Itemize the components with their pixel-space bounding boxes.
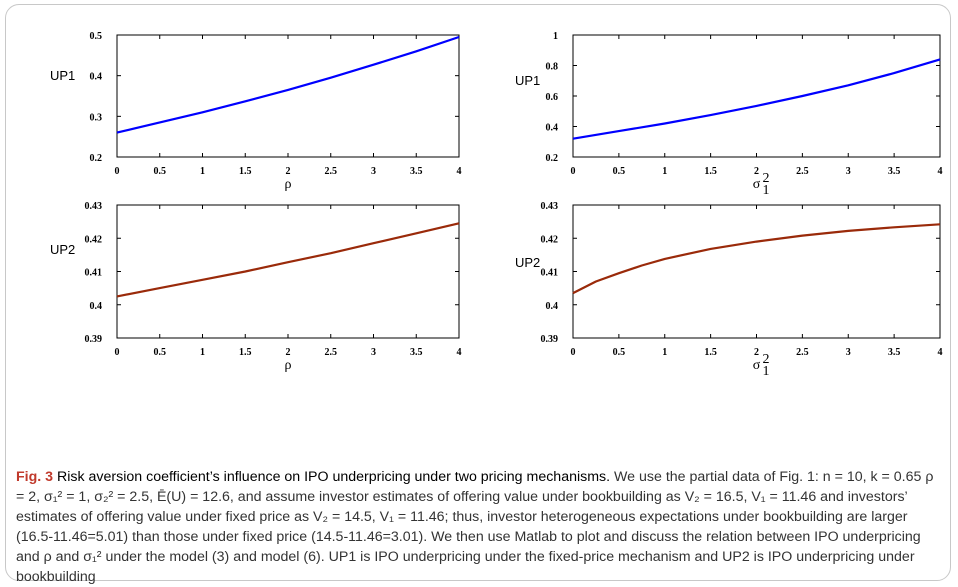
- x-tick-label: 0: [571, 347, 576, 358]
- plot-area: [572, 204, 941, 339]
- x-tick-label: 1.5: [704, 166, 717, 177]
- figure-description: We use the partial data of Fig. 1: n = 1…: [16, 469, 934, 585]
- x-tick-label: 1.5: [239, 166, 252, 177]
- y-axis-label: UP1: [515, 73, 540, 88]
- y-tick-label: 0.42: [85, 234, 103, 245]
- x-axis-label: ρ: [285, 177, 292, 192]
- y-tick-label: 0.5: [90, 31, 103, 42]
- x-axis-label-subscript: 1: [763, 183, 770, 198]
- y-tick-label: 0.42: [541, 234, 559, 245]
- x-tick-label: 3.5: [410, 347, 423, 358]
- x-axis-label-subscript: 1: [763, 364, 770, 379]
- x-tick-label: 3.5: [888, 166, 901, 177]
- y-tick-label: 0.3: [90, 112, 103, 123]
- x-tick-label: 2.5: [796, 166, 809, 177]
- x-axis-label: σ: [753, 358, 761, 373]
- x-axis-label: σ: [753, 177, 761, 192]
- x-tick-label: 1.5: [704, 347, 717, 358]
- y-tick-label: 1: [553, 31, 558, 42]
- y-tick-label: 0.43: [541, 201, 559, 212]
- chart-panel-1: 0 0.5 1 1.5 2 2.5 3 3.5 4 0.2 0.3 0.4 0.5 UP1 ρ: [50, 31, 462, 192]
- x-tick-label: 3: [371, 166, 376, 177]
- figure-frame: [5, 4, 951, 581]
- x-tick-label: 4: [457, 347, 462, 358]
- y-tick-label: 0.43: [85, 201, 103, 212]
- x-tick-label: 4: [938, 347, 943, 358]
- y-tick-label: 0.4: [90, 301, 103, 312]
- x-tick-label: 0: [115, 166, 120, 177]
- y-tick-label: 0.2: [90, 153, 103, 164]
- series-line: [116, 222, 460, 298]
- y-tick-label: 0.6: [546, 92, 559, 103]
- x-tick-label: 0.5: [154, 166, 167, 177]
- x-tick-label: 2.5: [325, 347, 338, 358]
- series-line: [572, 223, 941, 295]
- x-tick-label: 4: [457, 166, 462, 177]
- x-axis-label-superscript: 2: [763, 171, 770, 186]
- y-axis-label: UP2: [515, 255, 540, 270]
- x-tick-label: 1: [200, 347, 205, 358]
- y-axis-label: UP2: [50, 242, 75, 257]
- x-tick-label: 0.5: [613, 166, 626, 177]
- x-tick-label: 0.5: [154, 347, 167, 358]
- plot-area: [572, 34, 941, 158]
- x-axis-label: ρ: [285, 358, 292, 373]
- x-tick-label: 0.5: [613, 347, 626, 358]
- x-tick-label: 2: [286, 166, 291, 177]
- figure-caption: Fig. 3 Risk aversion coefficient’s influ…: [16, 467, 942, 587]
- chart-panel-3: 0 0.5 1 1.5 2 2.5 3 3.5 4 0.39 0.4 0.41 0.42 0.43 UP2 ρ: [50, 201, 462, 373]
- x-tick-label: 3: [371, 347, 376, 358]
- figure-title: Risk aversion coefficient’s influence on…: [57, 469, 611, 485]
- x-tick-label: 2.5: [325, 166, 338, 177]
- x-tick-label: 2: [754, 166, 759, 177]
- x-tick-label: 4: [938, 166, 943, 177]
- y-tick-label: 0.8: [546, 62, 559, 73]
- x-tick-label: 3.5: [410, 166, 423, 177]
- series-line: [572, 58, 941, 140]
- x-tick-label: 3: [846, 166, 851, 177]
- x-axis-label-superscript: 2: [763, 352, 770, 367]
- x-tick-label: 2: [754, 347, 759, 358]
- y-tick-label: 0.4: [546, 301, 559, 312]
- y-axis-label: UP1: [50, 68, 75, 83]
- figure-number: Fig. 3: [16, 469, 54, 485]
- y-tick-label: 0.39: [541, 334, 559, 345]
- x-tick-label: 1.5: [239, 347, 252, 358]
- figure-charts: 0 0.5 1 1.5 2 2.5 3 3.5 4 0.2 0.3 0.4 0.5 UP1 ρ 0 0.5 1 1.…: [50, 31, 943, 379]
- x-tick-label: 3: [846, 347, 851, 358]
- x-tick-label: 2.5: [796, 347, 809, 358]
- x-tick-label: 1: [662, 166, 667, 177]
- plot-area: [116, 204, 460, 339]
- y-tick-label: 0.2: [546, 153, 559, 164]
- y-tick-label: 0.41: [85, 268, 103, 279]
- y-tick-label: 0.4: [90, 72, 103, 83]
- x-tick-label: 3.5: [888, 347, 901, 358]
- y-tick-label: 0.41: [541, 268, 559, 279]
- x-tick-label: 0: [115, 347, 120, 358]
- series-line: [116, 35, 460, 134]
- chart-panel-4: 0 0.5 1 1.5 2 2.5 3 3.5 4 0.39 0.4 0.41 0.42 0.43 UP2 σ…: [515, 201, 943, 379]
- x-tick-label: 1: [662, 347, 667, 358]
- y-tick-label: 0.4: [546, 123, 559, 134]
- x-tick-label: 1: [200, 166, 205, 177]
- x-tick-label: 2: [286, 347, 291, 358]
- x-tick-label: 0: [571, 166, 576, 177]
- y-tick-label: 0.39: [85, 334, 103, 345]
